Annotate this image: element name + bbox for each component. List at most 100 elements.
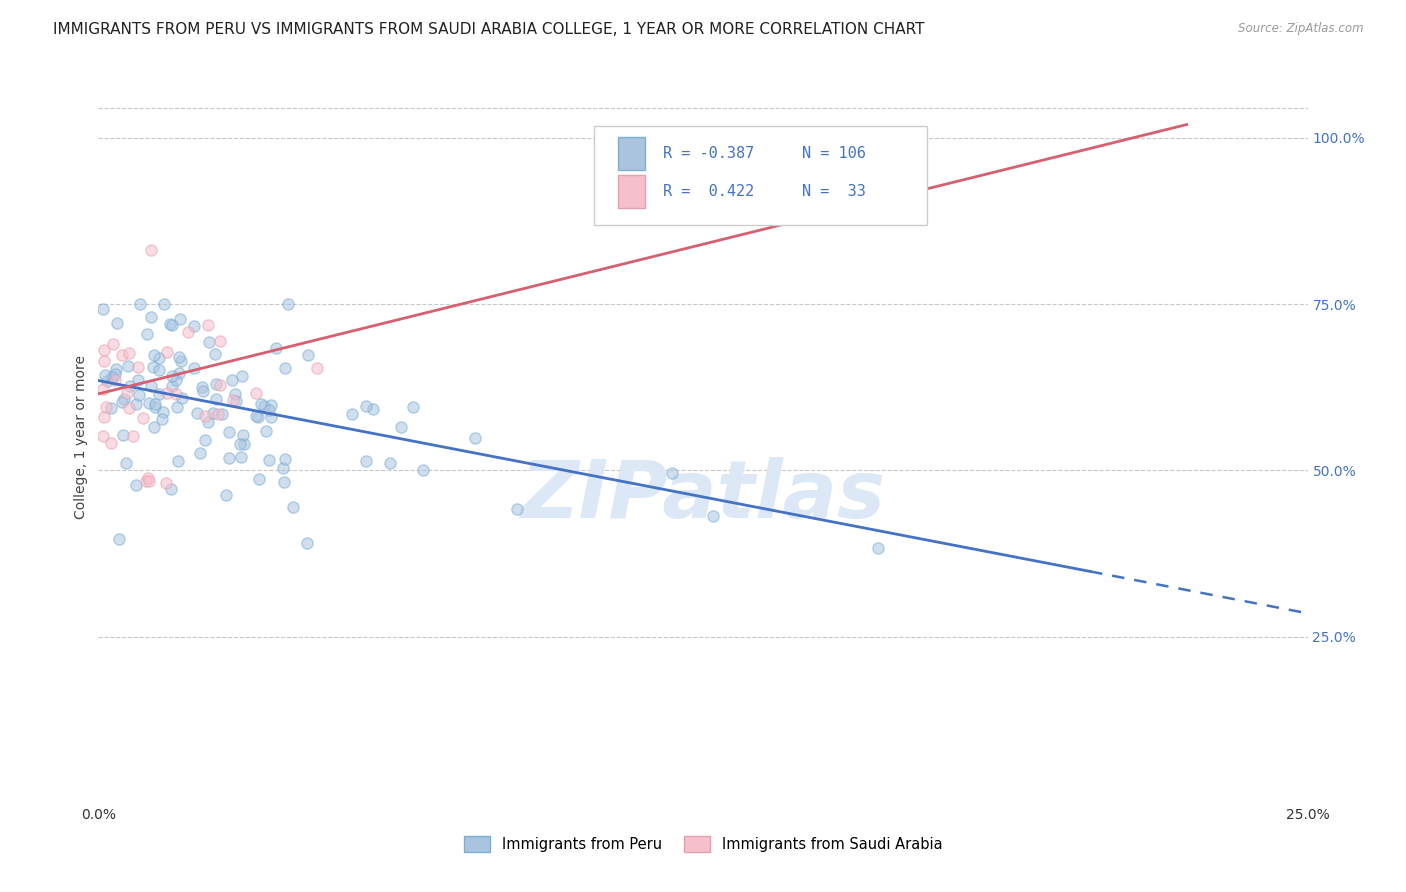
Point <box>143 401 166 415</box>
Point <box>201 406 224 420</box>
Point <box>254 424 277 438</box>
Point <box>132 411 155 425</box>
Point <box>866 541 889 555</box>
Point <box>156 345 179 359</box>
Point <box>127 373 149 387</box>
Point <box>107 532 129 546</box>
Point <box>246 410 269 425</box>
Point <box>165 373 187 387</box>
Point <box>401 401 423 415</box>
Point <box>100 435 122 450</box>
Legend: Immigrants from Peru, Immigrants from Saudi Arabia: Immigrants from Peru, Immigrants from Sa… <box>458 830 948 858</box>
Point <box>260 410 283 425</box>
Point <box>259 403 281 417</box>
Point <box>354 454 377 468</box>
Point <box>218 451 240 466</box>
Point <box>209 334 232 348</box>
Point <box>91 382 114 396</box>
Point <box>129 297 152 311</box>
Point <box>91 301 114 316</box>
Point <box>250 397 273 411</box>
Point <box>281 500 304 515</box>
Point <box>194 409 217 423</box>
Point <box>96 400 118 414</box>
Point <box>273 475 295 489</box>
Point <box>191 380 214 394</box>
Point <box>128 388 150 402</box>
Point <box>142 360 165 375</box>
Point <box>160 379 183 393</box>
Point <box>702 508 724 523</box>
Point <box>104 373 127 387</box>
Point <box>148 351 170 366</box>
Point <box>160 318 183 332</box>
Point <box>101 370 124 384</box>
Point <box>100 401 122 416</box>
Point <box>204 376 226 391</box>
Text: N =  33: N = 33 <box>803 184 866 199</box>
Point <box>229 437 252 451</box>
Point <box>233 437 256 451</box>
Point <box>224 386 246 401</box>
Point <box>170 353 193 368</box>
Point <box>166 400 188 414</box>
Point <box>307 360 329 375</box>
Point <box>117 359 139 373</box>
Point <box>204 346 226 360</box>
Point <box>138 396 160 410</box>
Point <box>111 428 134 442</box>
Point <box>167 350 190 364</box>
Point <box>222 392 245 407</box>
Point <box>356 399 378 413</box>
Point <box>245 409 267 424</box>
Point <box>177 325 200 339</box>
Point <box>93 343 115 357</box>
Point <box>91 429 114 443</box>
Point <box>143 419 166 434</box>
Point <box>274 452 297 467</box>
Point <box>264 341 287 355</box>
Point <box>197 335 219 350</box>
Point <box>115 385 138 400</box>
Point <box>142 348 165 362</box>
Point <box>208 378 231 392</box>
Point <box>245 385 267 400</box>
Point <box>148 363 170 377</box>
Text: IMMIGRANTS FROM PERU VS IMMIGRANTS FROM SAUDI ARABIA COLLEGE, 1 YEAR OR MORE COR: IMMIGRANTS FROM PERU VS IMMIGRANTS FROM … <box>53 22 925 37</box>
Point <box>211 407 233 421</box>
Point <box>115 456 138 470</box>
Point <box>295 536 318 550</box>
Point <box>162 369 184 384</box>
Point <box>232 427 254 442</box>
Point <box>274 361 297 376</box>
Point <box>105 317 128 331</box>
Text: R = -0.387: R = -0.387 <box>664 145 755 161</box>
Point <box>463 431 485 445</box>
Point <box>271 461 294 475</box>
Point <box>136 326 159 341</box>
Point <box>167 454 190 468</box>
Point <box>412 463 434 477</box>
Point <box>101 370 124 384</box>
Point <box>247 472 270 486</box>
Point <box>94 368 117 383</box>
Point <box>143 397 166 411</box>
Point <box>389 419 412 434</box>
Point <box>101 337 124 351</box>
Point <box>159 317 181 331</box>
Point <box>165 387 187 401</box>
Point <box>661 466 683 480</box>
Point <box>118 378 141 392</box>
Point <box>231 369 253 384</box>
Point <box>125 397 148 411</box>
Text: N = 106: N = 106 <box>803 145 866 161</box>
Point <box>139 244 162 258</box>
Point <box>183 319 205 334</box>
Point <box>139 310 162 324</box>
Point <box>225 393 247 408</box>
Point <box>152 297 174 311</box>
Point <box>148 386 170 401</box>
Point <box>117 401 139 415</box>
Point <box>205 392 228 407</box>
Point <box>159 482 181 496</box>
